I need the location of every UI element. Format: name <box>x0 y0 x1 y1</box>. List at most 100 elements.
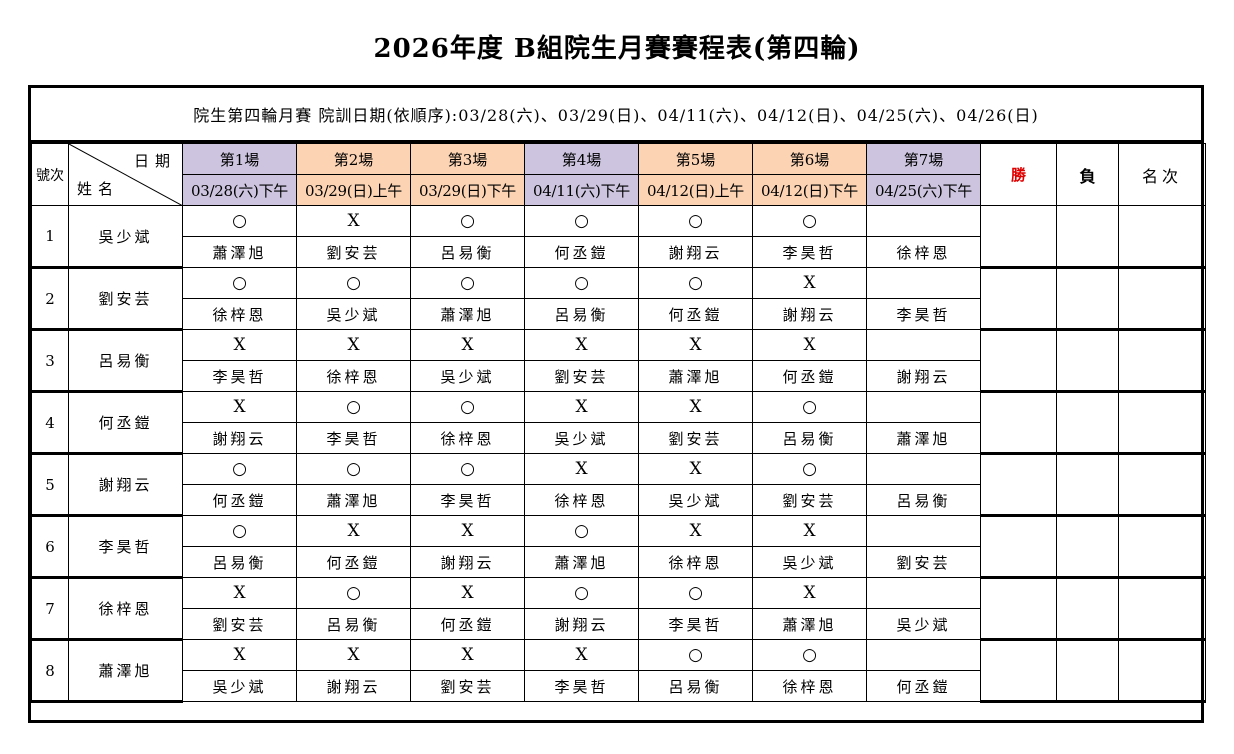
loss-header: 負 <box>1056 143 1119 206</box>
rank-cell <box>1118 391 1206 455</box>
player-result-row: 3 呂易衡 X X X X X X <box>31 329 1206 393</box>
opponent-name: 李昊哲 <box>866 298 981 330</box>
round-3-date: 03/29(日)下午 <box>410 174 525 206</box>
player-result-row: 1 吳少斌 ○ X ○ ○ ○ ○ <box>31 205 1206 269</box>
player-opponent-row: 劉安芸 呂易衡 何丞鎧 謝翔云 李昊哲 蕭澤旭 吳少斌 <box>32 608 1206 640</box>
player-result-row: 2 劉安芸 ○ ○ ○ ○ ○ X <box>31 267 1206 331</box>
name-header-label: 姓名 <box>77 180 120 198</box>
match-result: X <box>182 329 297 361</box>
opponent-name: 蕭澤旭 <box>182 236 297 268</box>
match-result: X <box>182 577 297 609</box>
round-7-date: 04/25(六)下午 <box>866 174 981 206</box>
round-1-date: 03/28(六)下午 <box>182 174 297 206</box>
win-count-cell <box>980 639 1057 703</box>
opponent-name: 吳少斌 <box>638 484 753 516</box>
opponent-name: 李昊哲 <box>752 236 867 268</box>
opponent-name: 徐梓恩 <box>866 236 981 268</box>
opponent-name: 李昊哲 <box>638 608 753 640</box>
match-result <box>866 453 981 485</box>
player-number: 6 <box>31 515 69 579</box>
win-count-cell <box>980 267 1057 331</box>
match-result: ○ <box>410 205 525 237</box>
match-result: X <box>638 329 753 361</box>
opponent-name: 蕭澤旭 <box>752 608 867 640</box>
player-result-row: 5 謝翔云 ○ ○ ○ X X ○ <box>31 453 1206 517</box>
opponent-name: 何丞鎧 <box>182 484 297 516</box>
training-dates-note: 院生第四輪月賽 院訓日期(依順序):03/28(六)、03/29(日)、04/1… <box>31 88 1201 143</box>
player-result-row: 8 蕭澤旭 X X X X ○ ○ <box>31 639 1206 703</box>
round-7-label: 第7場 <box>866 143 981 175</box>
number-header: 號次 <box>31 143 69 206</box>
match-result: ○ <box>524 205 639 237</box>
date-header-label: 日期 <box>133 152 176 170</box>
match-result: ○ <box>182 267 297 299</box>
match-result: X <box>296 205 411 237</box>
opponent-name: 蕭澤旭 <box>296 484 411 516</box>
match-result: X <box>410 515 525 547</box>
player-number: 8 <box>31 639 69 703</box>
match-result: ○ <box>410 267 525 299</box>
win-header: 勝 <box>980 143 1057 206</box>
loss-count-cell <box>1056 515 1119 579</box>
match-result: X <box>638 391 753 423</box>
match-result: ○ <box>524 267 639 299</box>
match-result: ○ <box>638 205 753 237</box>
opponent-name: 劉安芸 <box>752 484 867 516</box>
opponent-name: 謝翔云 <box>524 608 639 640</box>
player-name: 何丞鎧 <box>68 391 183 455</box>
match-result: ○ <box>752 205 867 237</box>
match-result: X <box>524 453 639 485</box>
opponent-name: 蕭澤旭 <box>524 546 639 578</box>
match-result: X <box>182 639 297 671</box>
opponent-name: 呂易衡 <box>752 422 867 454</box>
loss-count-cell <box>1056 639 1119 703</box>
opponent-name: 徐梓恩 <box>524 484 639 516</box>
win-count-cell <box>980 391 1057 455</box>
player-name: 謝翔云 <box>68 453 183 517</box>
player-number: 7 <box>31 577 69 641</box>
match-result: X <box>410 329 525 361</box>
match-result: ○ <box>752 391 867 423</box>
round-2-label: 第2場 <box>296 143 411 175</box>
rank-cell <box>1118 639 1206 703</box>
win-count-cell <box>980 329 1057 393</box>
match-result: X <box>524 329 639 361</box>
match-result: X <box>752 329 867 361</box>
loss-count-cell <box>1056 205 1119 269</box>
player-number: 5 <box>31 453 69 517</box>
round-4-label: 第4場 <box>524 143 639 175</box>
opponent-name: 何丞鎧 <box>638 298 753 330</box>
match-result: X <box>296 515 411 547</box>
schedule-table: 號次 日期 姓名 第1場 第2場 第3場 第4場 第5場 第6場 第7場勝負名次 03/28(六)下… <box>31 143 1206 703</box>
opponent-name: 呂易衡 <box>866 484 981 516</box>
match-result: ○ <box>296 391 411 423</box>
diagonal-divider <box>69 144 182 205</box>
rank-cell <box>1118 267 1206 331</box>
opponent-name: 李昊哲 <box>182 360 297 392</box>
player-name: 吳少斌 <box>68 205 183 269</box>
opponent-name: 謝翔云 <box>410 546 525 578</box>
match-result: ○ <box>410 391 525 423</box>
player-result-row: 4 何丞鎧 X ○ ○ X X ○ <box>31 391 1206 455</box>
rank-cell <box>1118 577 1206 641</box>
opponent-name: 劉安芸 <box>296 236 411 268</box>
round-1-label: 第1場 <box>182 143 297 175</box>
round-3-label: 第3場 <box>410 143 525 175</box>
win-count-cell <box>980 515 1057 579</box>
opponent-name: 呂易衡 <box>410 236 525 268</box>
player-name: 呂易衡 <box>68 329 183 393</box>
match-result: X <box>752 267 867 299</box>
header-row: 號次 日期 姓名 第1場 第2場 第3場 第4場 第5場 第6場 第7場勝負名次 <box>31 143 1206 206</box>
player-name: 李昊哲 <box>68 515 183 579</box>
match-result: X <box>752 577 867 609</box>
opponent-name: 吳少斌 <box>410 360 525 392</box>
match-result: X <box>296 329 411 361</box>
match-result: ○ <box>296 577 411 609</box>
opponent-name: 蕭澤旭 <box>866 422 981 454</box>
opponent-name: 謝翔云 <box>296 670 411 702</box>
player-name: 徐梓恩 <box>68 577 183 641</box>
opponent-name: 何丞鎧 <box>410 608 525 640</box>
date-name-header: 日期 姓名 <box>68 143 183 206</box>
opponent-name: 蕭澤旭 <box>410 298 525 330</box>
player-name: 蕭澤旭 <box>68 639 183 703</box>
